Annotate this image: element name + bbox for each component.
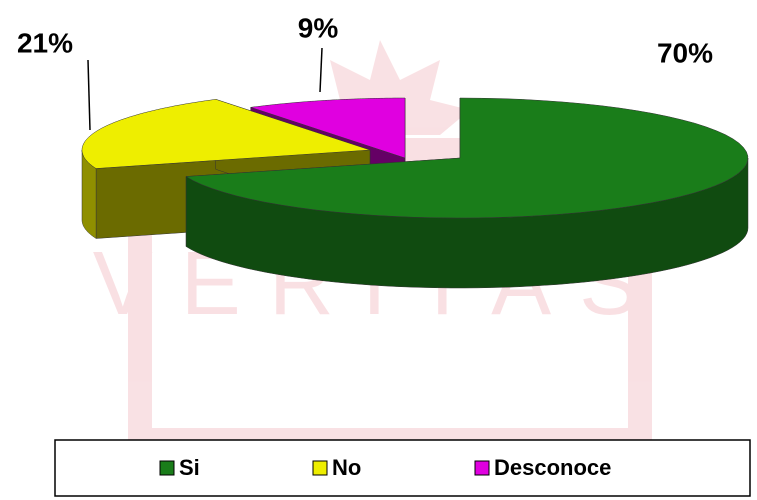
data-label: 9% xyxy=(298,12,339,43)
slice xyxy=(185,97,749,219)
legend-box xyxy=(54,439,751,497)
legend-swatch xyxy=(312,460,328,476)
legend-swatch xyxy=(159,460,175,476)
legend-label: Si xyxy=(179,455,200,480)
data-label: 21% xyxy=(17,27,73,58)
legend-label: No xyxy=(332,455,361,480)
leader-line xyxy=(87,59,91,131)
data-label: 70% xyxy=(657,37,713,68)
slice xyxy=(81,99,371,169)
legend-label: Desconoce xyxy=(494,455,611,480)
leader-line xyxy=(319,47,323,93)
slice xyxy=(250,97,406,159)
legend-swatch xyxy=(474,460,490,476)
